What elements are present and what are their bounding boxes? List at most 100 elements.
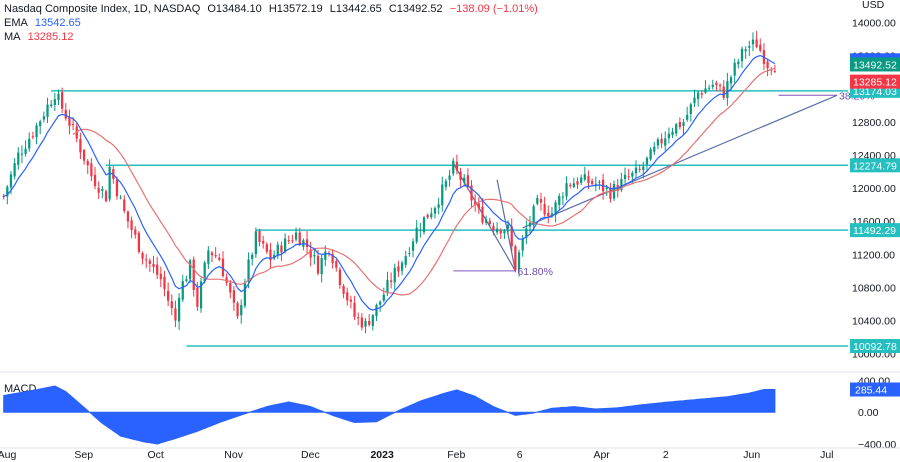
candle-body [561, 196, 565, 198]
candle-body [192, 259, 195, 290]
candle [718, 83, 722, 92]
fib-label: 61.80% [517, 266, 553, 278]
candle-body [773, 71, 777, 73]
candle [225, 273, 228, 286]
level-badge-bg [850, 339, 900, 354]
candle-body [137, 232, 141, 253]
candle-body [210, 252, 214, 256]
candle-body [495, 228, 499, 233]
candle-body [744, 49, 747, 52]
candle [170, 294, 173, 316]
candle [167, 282, 170, 307]
candle [528, 216, 532, 234]
candle-body [711, 84, 714, 88]
candle [389, 272, 393, 289]
candle [79, 132, 82, 160]
candle-body [726, 81, 729, 98]
candle-body [342, 285, 345, 294]
candle [459, 168, 462, 189]
candle-body [185, 279, 188, 281]
candle [715, 80, 718, 92]
candle [276, 241, 279, 259]
level-badge: 11492.29 [853, 225, 896, 237]
candle-body [580, 177, 583, 183]
candle-body [42, 116, 45, 120]
candle-body [331, 254, 334, 264]
ema-line [3, 54, 776, 311]
candle [554, 200, 557, 223]
candle [294, 227, 298, 242]
candle-body [39, 121, 42, 127]
candle [221, 251, 225, 278]
candle-body [459, 171, 462, 180]
candle [291, 234, 294, 244]
candle [455, 154, 459, 175]
candle [31, 131, 35, 140]
candle-body [79, 138, 82, 153]
candle-body [492, 225, 495, 231]
candle [422, 215, 426, 235]
candle-body [638, 168, 641, 170]
candle [123, 195, 126, 214]
candle-body [722, 86, 725, 98]
candle-body [13, 163, 16, 177]
ema-label: EMA [4, 17, 28, 29]
candle [134, 226, 137, 239]
candle [638, 164, 641, 173]
candle [667, 127, 671, 144]
candle-body [207, 250, 210, 264]
ma-row[interactable]: MA 13285.12 [4, 30, 542, 44]
candle [645, 156, 649, 172]
macd-value: 285.44 [855, 384, 887, 396]
candle-body [759, 44, 762, 51]
candle [441, 176, 444, 212]
candle-body [528, 222, 532, 227]
candle-body [525, 228, 528, 238]
candle [770, 67, 773, 76]
candle-body [609, 188, 612, 199]
candle [711, 79, 714, 90]
candle [572, 177, 575, 189]
candle-body [510, 226, 513, 247]
candle-body [386, 279, 389, 294]
candle-body [397, 266, 400, 272]
candle [737, 58, 740, 69]
candle-body [463, 177, 466, 183]
candle [671, 127, 674, 139]
symbol-title: Nasdaq Composite Index, 1D, NASDAQ [4, 3, 201, 15]
candle [558, 193, 561, 211]
candle [177, 293, 181, 330]
candle-body [678, 121, 681, 128]
candle [580, 174, 583, 186]
candle [159, 266, 162, 288]
candle [283, 233, 287, 254]
candle [492, 222, 495, 236]
candle [689, 102, 692, 122]
candle [437, 197, 440, 215]
y-tick-label: 12800.00 [852, 117, 896, 129]
candle-body [276, 244, 279, 256]
candle [115, 176, 119, 200]
candle [364, 318, 367, 334]
candle [262, 235, 265, 249]
candle [382, 287, 385, 303]
candle [346, 287, 349, 306]
candle [634, 160, 638, 178]
candle-body [357, 317, 360, 319]
level-badge: 12274.79 [853, 160, 897, 172]
candle [751, 32, 755, 52]
candle-body [499, 230, 502, 234]
candle [320, 254, 323, 283]
ema-row[interactable]: EMA 13542.65 [4, 16, 542, 30]
candle-body [715, 82, 718, 86]
candle [649, 147, 652, 161]
candle-body [426, 214, 429, 218]
candle-body [740, 48, 744, 62]
candle-body [152, 263, 155, 267]
candle-body [108, 166, 111, 200]
close-value: 13492.52 [396, 3, 443, 15]
low-value: 13442.65 [335, 3, 382, 15]
candle-body [686, 114, 689, 120]
candle-body [433, 208, 437, 214]
